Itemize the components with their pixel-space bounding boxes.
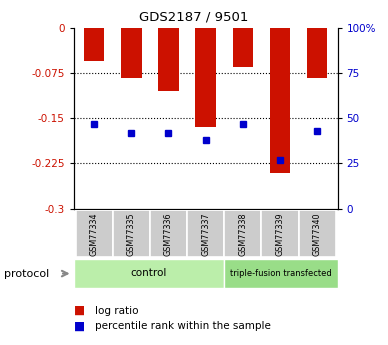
Bar [232, 28, 253, 67]
Text: percentile rank within the sample: percentile rank within the sample [95, 321, 271, 331]
Bar [84, 28, 104, 61]
Bar [262, 210, 298, 257]
Bar [270, 28, 290, 172]
Text: triple-fusion transfected: triple-fusion transfected [230, 269, 332, 278]
Bar [298, 210, 336, 257]
Text: GSM77339: GSM77339 [275, 213, 284, 256]
Text: GSM77337: GSM77337 [201, 213, 210, 256]
Text: control: control [131, 268, 167, 278]
Text: log ratio: log ratio [95, 306, 139, 315]
Bar [74, 259, 224, 288]
Text: ■: ■ [74, 319, 85, 333]
Text: GSM77340: GSM77340 [313, 213, 322, 256]
Bar [121, 28, 142, 78]
Bar [224, 259, 338, 288]
Text: GSM77336: GSM77336 [164, 213, 173, 256]
Text: GSM77338: GSM77338 [238, 213, 247, 256]
Bar [113, 210, 150, 257]
Text: GSM77334: GSM77334 [90, 213, 99, 256]
Bar [196, 28, 216, 127]
Bar [224, 210, 262, 257]
Bar [307, 28, 327, 78]
Bar [187, 210, 224, 257]
Bar [158, 28, 179, 91]
Text: ■: ■ [74, 304, 85, 317]
Bar [150, 210, 187, 257]
Text: protocol: protocol [4, 269, 49, 278]
Text: GSM77335: GSM77335 [127, 213, 136, 256]
Bar [76, 210, 113, 257]
Text: GDS2187 / 9501: GDS2187 / 9501 [139, 10, 249, 23]
